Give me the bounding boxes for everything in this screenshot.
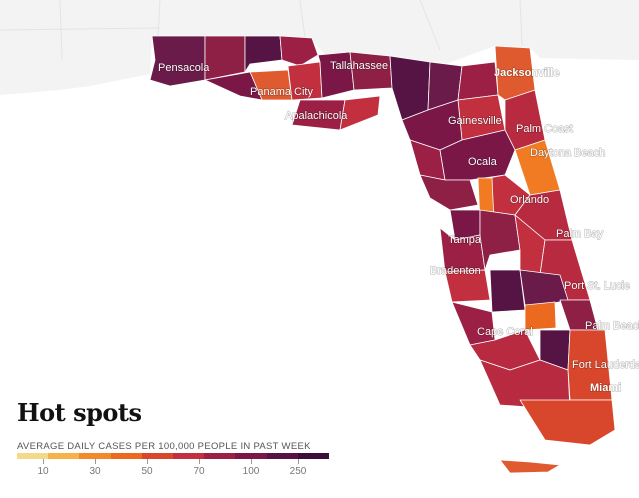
city-label: Palm Bay <box>556 228 604 240</box>
county <box>204 35 246 81</box>
legend-tick-label: 100 <box>242 466 260 477</box>
legend-swatch <box>48 453 80 459</box>
legend-swatch <box>79 453 111 459</box>
county <box>479 209 521 271</box>
city-label: Tampa <box>448 234 482 246</box>
legend-subtitle: AVERAGE DAILY CASES PER 100,000 PEOPLE I… <box>17 441 311 452</box>
city-label: Daytona Beach <box>530 147 605 159</box>
legend-swatch <box>204 453 236 459</box>
county <box>204 71 263 101</box>
legend-tick-label: 50 <box>141 466 153 477</box>
county <box>524 301 557 331</box>
county <box>444 269 491 303</box>
legend-tick <box>298 459 299 464</box>
city-label: Apalachicola <box>285 110 348 122</box>
legend-swatch <box>297 453 330 459</box>
county <box>451 301 496 346</box>
legend-tick-label: 10 <box>37 466 49 477</box>
legend-swatch <box>141 453 174 459</box>
city-label: Port St. Lucie <box>564 280 630 292</box>
county <box>149 35 206 87</box>
county <box>339 95 381 131</box>
city-label: Miami <box>590 382 621 394</box>
city-label: Gainesville <box>448 115 502 127</box>
county <box>519 399 616 446</box>
county <box>519 269 569 306</box>
county <box>479 359 571 411</box>
county-layer <box>149 35 616 474</box>
county <box>504 89 546 151</box>
city-label: Jacksonville <box>494 67 559 79</box>
county <box>279 35 319 67</box>
legend-ticks <box>17 459 329 467</box>
legend-swatch <box>110 453 142 459</box>
legend-tick <box>251 459 252 464</box>
city-labels: Pensacola Tallahassee Panama City Apalac… <box>157 59 639 394</box>
city-label: Cape Coral <box>477 326 533 338</box>
legend-tick <box>199 459 200 464</box>
city-label: Bradenton <box>430 265 481 277</box>
city-label: Ocala <box>468 156 498 168</box>
county <box>419 174 479 211</box>
county <box>389 55 431 121</box>
county <box>244 35 283 73</box>
legend-swatch <box>17 453 49 459</box>
state-lines <box>0 0 523 61</box>
city-label: Orlando <box>510 194 549 206</box>
county <box>457 61 499 101</box>
county <box>489 269 526 313</box>
map-title: Hot spots <box>17 398 142 427</box>
legend-tick-label: 30 <box>89 466 101 477</box>
legend-swatch <box>235 453 267 459</box>
legend-color-bar <box>17 453 330 459</box>
legend-tick <box>95 459 96 464</box>
legend-tick-label: 70 <box>193 466 205 477</box>
legend-swatch <box>173 453 205 459</box>
neighbor-states <box>0 0 639 95</box>
legend-swatch <box>266 453 298 459</box>
city-label: Palm Coast <box>516 123 573 135</box>
city-label: Pensacola <box>158 62 210 74</box>
legend-tick <box>147 459 148 464</box>
city-label: Palm Beach <box>585 320 639 332</box>
legend-tick-label: 250 <box>289 466 307 477</box>
county <box>499 459 561 474</box>
city-label: Panama City <box>250 86 313 98</box>
city-label: Fort Lauderdale <box>572 359 639 371</box>
city-label: Tallahassee <box>330 60 388 72</box>
legend-tick <box>43 459 44 464</box>
county <box>317 51 355 99</box>
